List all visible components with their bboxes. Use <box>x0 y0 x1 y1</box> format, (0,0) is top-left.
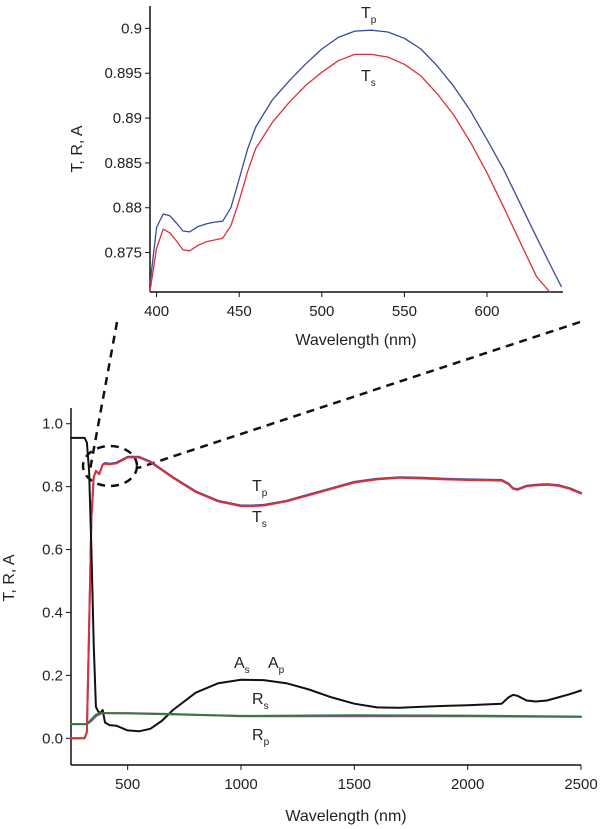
y-tick-label: 0.875 <box>104 245 142 262</box>
y-tick-label: 0.2 <box>42 667 63 684</box>
y-axis-label: T, R, A <box>69 125 86 172</box>
y-tick-label: 0.0 <box>42 730 63 747</box>
label-rp: Rp <box>252 727 270 748</box>
y-tick-label: 0.89 <box>113 110 142 127</box>
label-ts: Ts <box>252 509 267 530</box>
series-line-tp <box>149 29 562 288</box>
y-tick-label: 0.895 <box>104 65 142 82</box>
zoom-callout <box>81 320 581 488</box>
x-axis-label: Wavelength (nm) <box>295 332 416 349</box>
x-tick-label: 1000 <box>224 776 257 793</box>
callout-line-right <box>137 320 581 470</box>
label-tp: Tp <box>361 5 377 26</box>
x-tick-label: 1500 <box>338 776 371 793</box>
zoom-chart: 0.875 0.88 0.885 0.89 0.895 0.9 400 450 500 550 6… <box>69 5 563 349</box>
x-tick-label: 550 <box>392 303 417 320</box>
x-tick-label: 600 <box>474 303 499 320</box>
callout-line-left <box>88 321 119 471</box>
y-axis-label: T, R, A <box>1 554 18 601</box>
x-tick-label: 500 <box>115 776 140 793</box>
full-chart: 0.0 0.2 0.4 0.6 0.8 1.0 500 1000 1500 2000 2500 T… <box>1 408 598 825</box>
label-as: As <box>234 655 250 676</box>
label-rs: Rs <box>252 691 269 712</box>
y-tick-label: 0.88 <box>113 200 142 217</box>
x-tick-label: 450 <box>227 303 252 320</box>
y-tick-label: 1.0 <box>42 416 63 433</box>
label-ap: Ap <box>268 655 285 676</box>
x-axis-label: Wavelength (nm) <box>285 808 406 825</box>
series-line-rp <box>70 712 582 726</box>
label-ts: Ts <box>361 68 376 89</box>
series-line-ts <box>70 456 582 740</box>
series-line-ts <box>149 53 551 293</box>
y-tick-label: 0.6 <box>42 542 63 559</box>
x-tick-label: 500 <box>309 303 334 320</box>
callout-circle <box>81 444 139 488</box>
x-tick-label: 2500 <box>564 776 597 793</box>
series-line-as-ap <box>70 436 582 733</box>
y-tick-label: 0.4 <box>42 604 63 621</box>
x-tick-label: 400 <box>144 303 169 320</box>
y-tick-label: 0.8 <box>42 479 63 496</box>
y-tick-label: 0.9 <box>121 20 142 37</box>
x-tick-label: 2000 <box>451 776 484 793</box>
label-tp: Tp <box>252 478 268 499</box>
y-tick-label: 0.885 <box>104 155 142 172</box>
